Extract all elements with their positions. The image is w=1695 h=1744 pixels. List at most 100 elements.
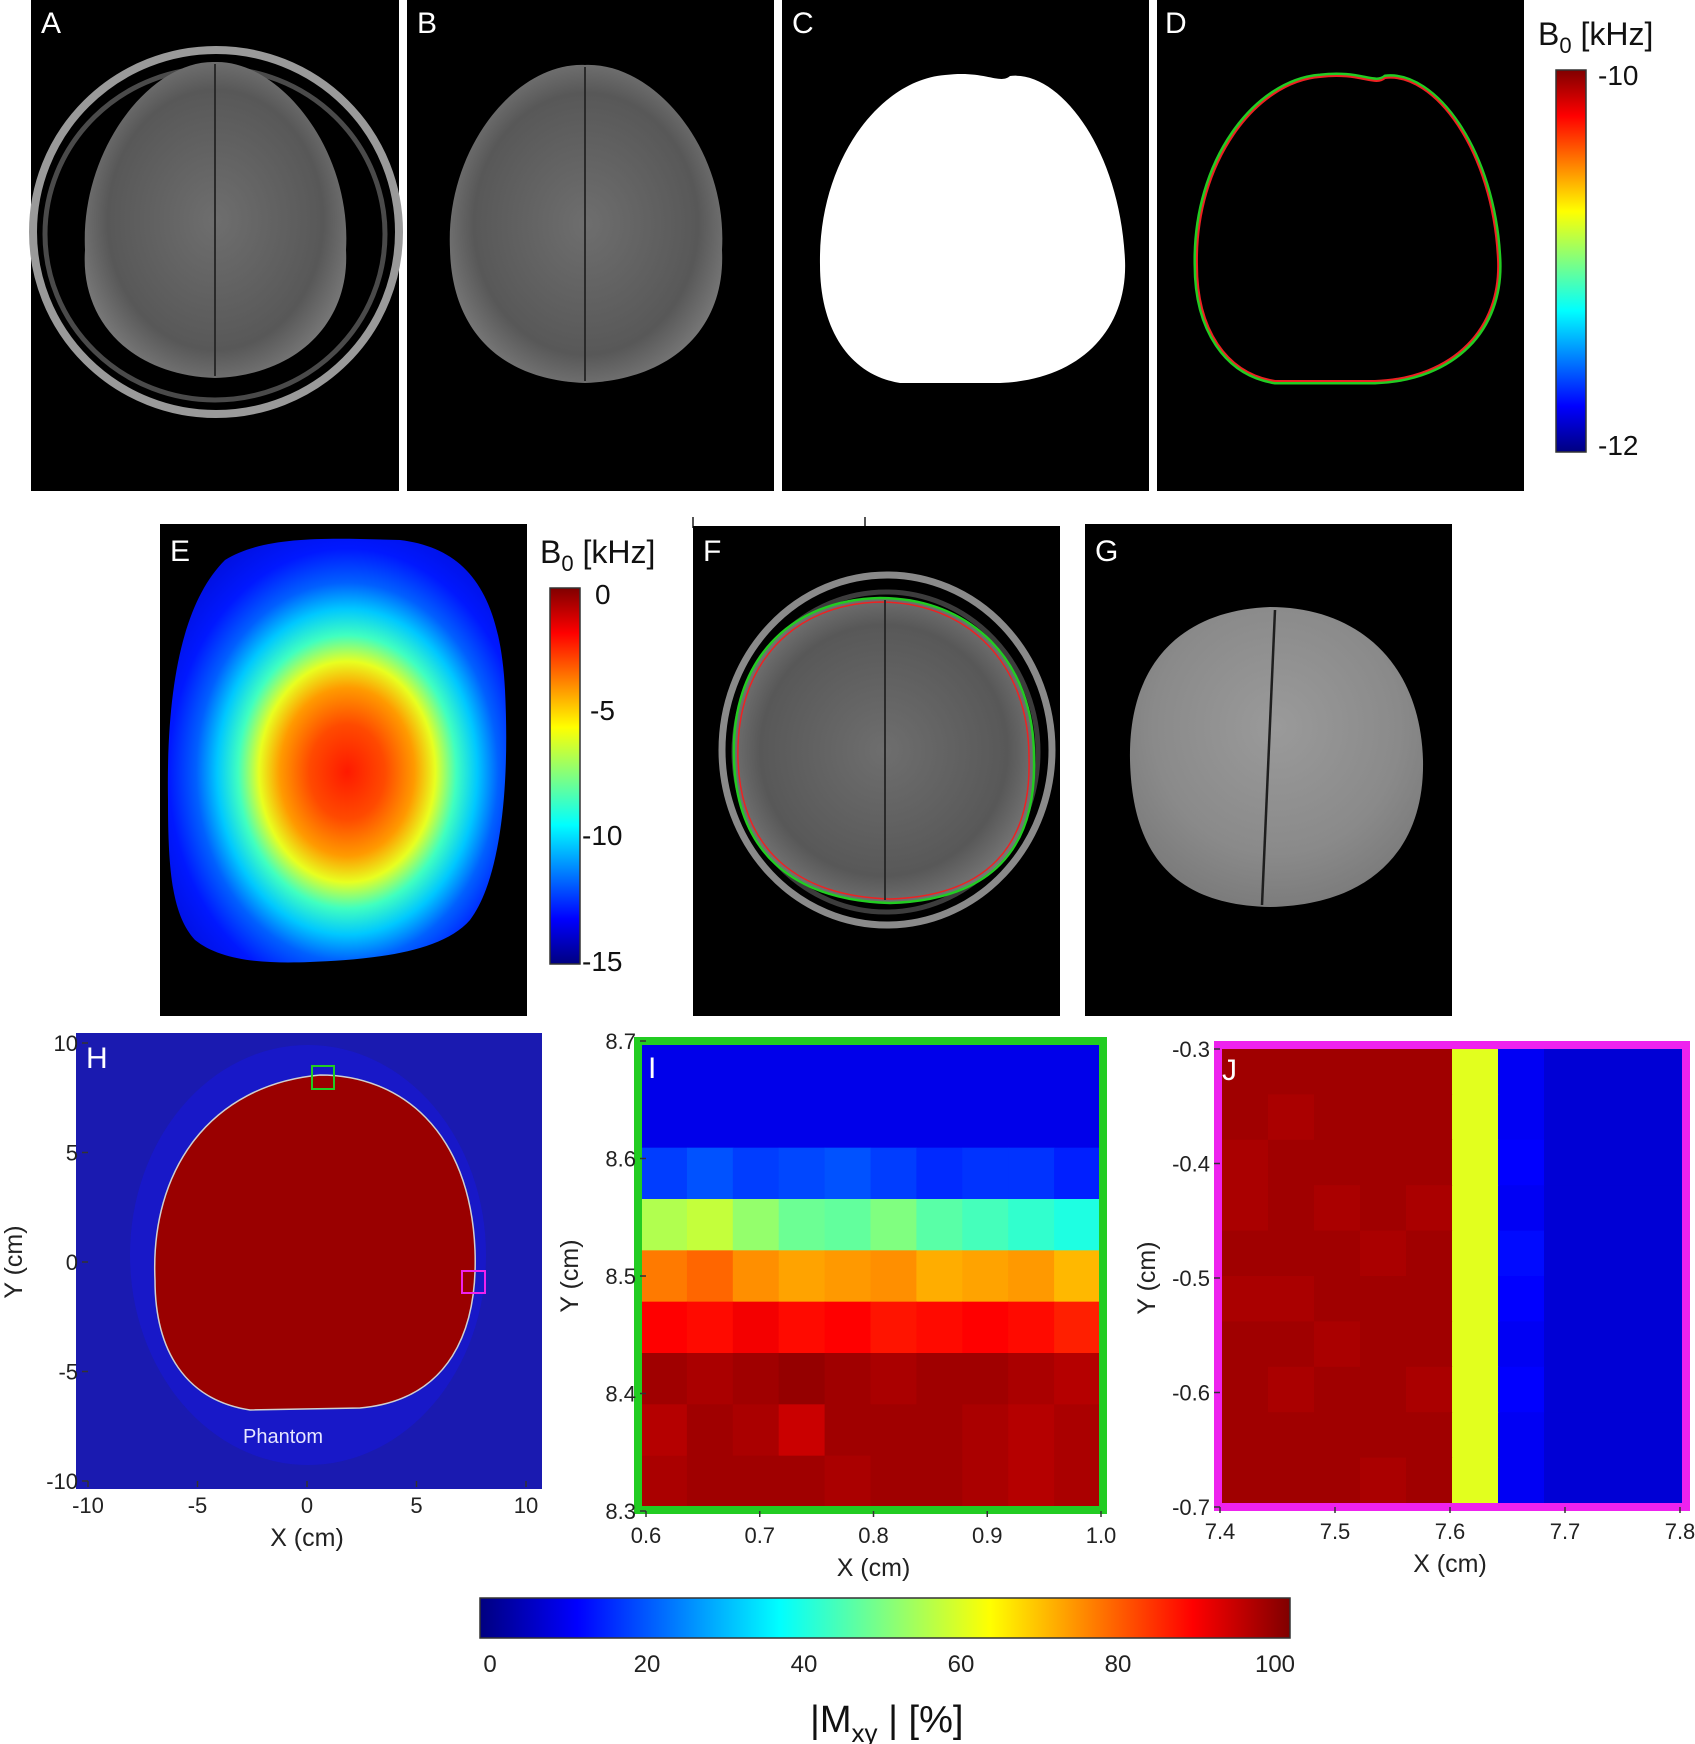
- x-axis-label: X (cm): [1413, 1550, 1487, 1578]
- x-tick-label: -10: [72, 1493, 104, 1518]
- heatmap-cell: [1498, 1321, 1545, 1368]
- heatmap-cell: [1268, 1321, 1315, 1368]
- y-tick-label: 8.3: [605, 1499, 636, 1524]
- heatmap-cell: [1590, 1139, 1637, 1186]
- heatmap-cell: [870, 1096, 917, 1149]
- heatmap-cell: [641, 1301, 688, 1354]
- y-tick-label: -0.7: [1172, 1495, 1210, 1520]
- boundary-red: [737, 601, 1030, 900]
- heatmap-cell: [686, 1455, 734, 1508]
- heatmap-cell: [641, 1147, 688, 1200]
- heatmap-cell: [686, 1147, 734, 1200]
- heatmap-cell: [1268, 1276, 1315, 1322]
- heatmap-cell: [1636, 1366, 1683, 1413]
- heatmap-cell: [1008, 1199, 1055, 1251]
- y-tick-label: 8.5: [605, 1264, 636, 1289]
- heatmap-cell: [1008, 1301, 1055, 1354]
- heatmap-cell: [1498, 1094, 1545, 1141]
- heatmap-cell: [1406, 1457, 1453, 1504]
- heatmap-cell: [1008, 1250, 1055, 1303]
- panel-g: G: [1085, 524, 1452, 1016]
- heatmap-cell: [732, 1250, 780, 1303]
- heatmap-cell: [1222, 1276, 1269, 1322]
- y-tick-label: 8.7: [605, 1029, 636, 1054]
- heatmap-cell: [870, 1353, 917, 1405]
- heatmap-cell: [962, 1404, 1009, 1457]
- heatmap-cell: [732, 1147, 780, 1200]
- heatmap-cell: [824, 1301, 872, 1354]
- mxy-inside-region: [153, 1074, 476, 1411]
- heatmap-cell: [778, 1147, 826, 1200]
- heatmap-cell: [1590, 1230, 1637, 1277]
- brain-mask: [819, 73, 1126, 384]
- heatmap-cell: [1054, 1455, 1101, 1508]
- colorbar-mxy: 0 20 40 60 80 100 |Mxy | [%]: [479, 1597, 1295, 1744]
- heatmap-cell: [1008, 1096, 1055, 1149]
- heatmap-cell: [1590, 1276, 1637, 1322]
- x-tick-label: 7.8: [1665, 1519, 1695, 1544]
- colorbar-e-title: B0 [kHz]: [540, 534, 655, 576]
- heatmap-cell: [1360, 1139, 1407, 1186]
- heatmap-cell: [778, 1250, 826, 1303]
- heatmap-cell: [778, 1353, 826, 1405]
- heatmap-cell: [1636, 1094, 1683, 1141]
- colorbar-e-tick: -10: [582, 820, 622, 851]
- heatmap-cell: [1452, 1185, 1499, 1232]
- y-tick-label: 8.6: [605, 1147, 636, 1172]
- colorbar-e-tick: 0: [595, 579, 611, 610]
- heatmap-cell: [1222, 1139, 1269, 1186]
- heatmap-cell: [962, 1045, 1009, 1097]
- phantom-label: Phantom: [243, 1426, 323, 1448]
- heatmap-cell: [824, 1096, 872, 1149]
- heatmap-cell: [686, 1250, 734, 1303]
- heatmap-cell: [1590, 1185, 1637, 1232]
- heatmap-cell: [1498, 1457, 1545, 1504]
- heatmap-cell: [1544, 1049, 1591, 1095]
- panel-a: A: [29, 0, 403, 491]
- colorbar-mxy-tick: 100: [1255, 1651, 1295, 1678]
- heatmap-cell: [1360, 1094, 1407, 1141]
- heatmap-cell: [1268, 1412, 1315, 1459]
- heatmap-cell: [641, 1199, 688, 1251]
- heatmap-cell: [1360, 1457, 1407, 1504]
- heatmap-cell: [1406, 1185, 1453, 1232]
- heatmap-cell: [824, 1250, 872, 1303]
- panel-d: D: [1157, 0, 1524, 491]
- heatmap-cell: [824, 1147, 872, 1200]
- heatmap-cell: [1544, 1276, 1591, 1322]
- heatmap-cell: [1314, 1321, 1361, 1368]
- heatmap-cell: [1360, 1366, 1407, 1413]
- heatmap-cell: [1636, 1230, 1683, 1277]
- heatmap-cell: [1268, 1457, 1315, 1504]
- heatmap-cell: [1452, 1276, 1499, 1322]
- heatmap-cell: [1268, 1094, 1315, 1141]
- heatmap-cell: [1544, 1094, 1591, 1141]
- heatmap-cell: [1452, 1139, 1499, 1186]
- heatmap-cell: [686, 1404, 734, 1457]
- heatmap-cell: [1544, 1321, 1591, 1368]
- x-axis-label: X (cm): [270, 1524, 344, 1552]
- heatmap-cell: [870, 1199, 917, 1251]
- heatmap-cell: [1360, 1321, 1407, 1368]
- x-tick-label: 7.7: [1550, 1519, 1581, 1544]
- heatmap-cell: [732, 1301, 780, 1354]
- heatmap-cell: [1636, 1321, 1683, 1368]
- heatmap-cell: [1222, 1321, 1269, 1368]
- x-tick-label: 0.6: [631, 1523, 662, 1548]
- heatmap-cell: [778, 1045, 826, 1097]
- heatmap-cell: [732, 1404, 780, 1457]
- heatmap-cell: [1636, 1185, 1683, 1232]
- heatmap-cell: [1360, 1185, 1407, 1232]
- heatmap-cell: [641, 1455, 688, 1508]
- heatmap-cell: [686, 1096, 734, 1149]
- heatmap-cell: [1636, 1276, 1683, 1322]
- heatmap-cell: [1498, 1049, 1545, 1095]
- heatmap-cell: [1544, 1139, 1591, 1186]
- colorbar-d-tick: -10: [1598, 60, 1638, 91]
- panel-letter: G: [1095, 535, 1118, 568]
- heatmap-cell: [641, 1404, 688, 1457]
- heatmap-cell: [916, 1404, 963, 1457]
- x-axis-label: X (cm): [837, 1554, 911, 1582]
- heatmap-cell: [1590, 1049, 1637, 1095]
- heatmap-cell: [1498, 1185, 1545, 1232]
